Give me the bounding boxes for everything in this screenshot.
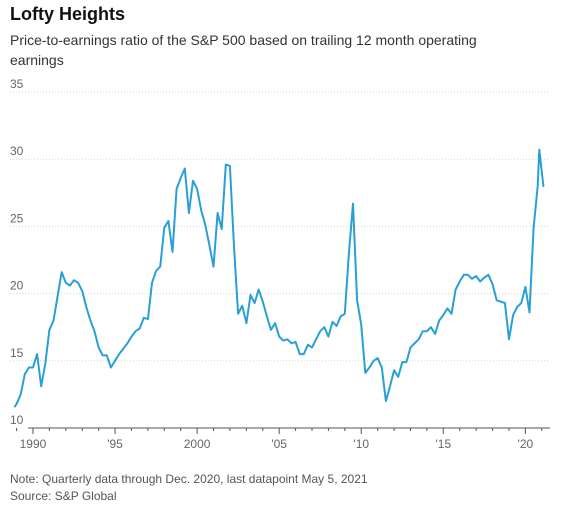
y-tick-label-25: 25 <box>10 211 24 225</box>
chart-source: Source: S&P Global <box>10 489 117 503</box>
y-tick-label-30: 30 <box>10 144 24 158</box>
x-tick-label-2015: '15 <box>435 437 451 451</box>
y-tick-label-15: 15 <box>10 346 24 360</box>
x-tick-label-2005: '05 <box>271 437 287 451</box>
series-line-pe-ratio <box>13 148 545 408</box>
gridlines <box>10 91 550 362</box>
x-tick-label-1990: 1990 <box>20 437 47 451</box>
x-tick-label-2010: '10 <box>353 437 369 451</box>
chart-note: Note: Quarterly data through Dec. 2020, … <box>10 472 368 486</box>
y-tick-label-35: 35 <box>10 77 24 91</box>
x-tick-label-2020: '20 <box>518 437 534 451</box>
y-tick-label-10: 10 <box>10 413 24 427</box>
y-axis-ticks: 10 15 20 25 30 35 <box>10 77 24 427</box>
y-tick-label-20: 20 <box>10 279 24 293</box>
chart-title: Lofty Heights <box>10 4 125 24</box>
x-tick-label-2000: 2000 <box>184 437 211 451</box>
chart-subtitle: Price-to-earnings ratio of the S&P 500 b… <box>10 32 477 68</box>
x-tick-label-1995: '95 <box>107 437 123 451</box>
pe-ratio-line-chart: 10 15 20 25 30 35 1990 '95 2000 '05 '10 '15 '20 <box>10 77 550 451</box>
x-axis-ticks: 1990 '95 2000 '05 '10 '15 '20 <box>16 427 550 451</box>
series-line-group <box>13 148 545 408</box>
